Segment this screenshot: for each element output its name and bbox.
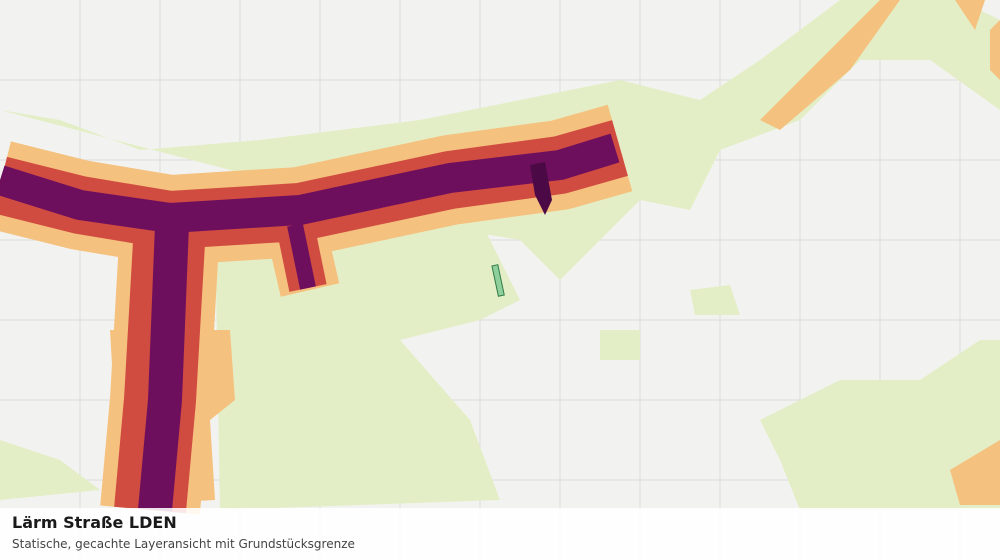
parcel-boundary[interactable] — [491, 264, 505, 297]
layer-title: Lärm Straße LDEN — [12, 513, 177, 532]
road-noise — [0, 104, 633, 515]
caption-panel: Lärm Straße LDEN Statische, gecachte Lay… — [0, 508, 1000, 560]
layer-subtitle: Statische, gecachte Layeransicht mit Gru… — [12, 537, 355, 551]
noise-zone-peak — [530, 162, 552, 215]
